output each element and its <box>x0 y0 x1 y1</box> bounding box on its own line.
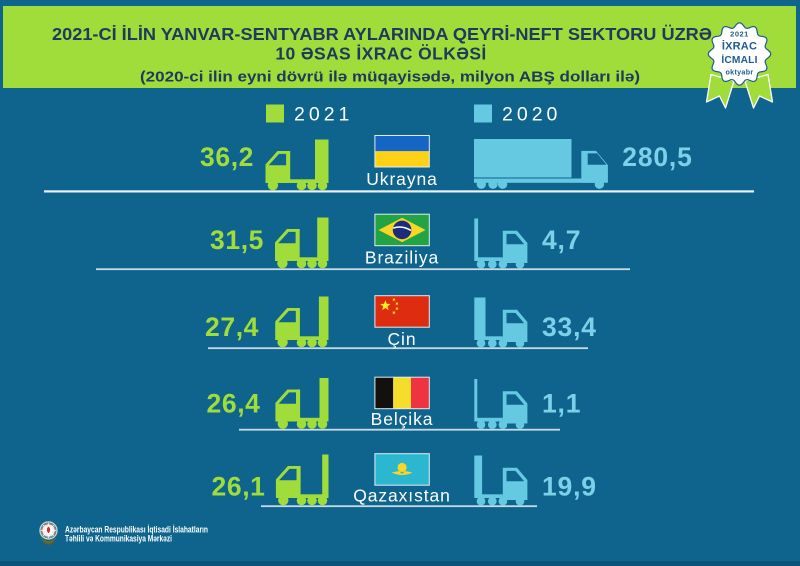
svg-text:2021: 2021 <box>294 104 353 126</box>
svg-text:4,7: 4,7 <box>542 225 581 255</box>
svg-text:26,4: 26,4 <box>207 388 261 418</box>
svg-text:280,5: 280,5 <box>622 142 692 172</box>
svg-text:10 ƏSAS İXRAC ÖLKƏSİ: 10 ƏSAS İXRAC ÖLKƏSİ <box>275 44 486 64</box>
svg-text:oktyabr: oktyabr <box>725 68 753 77</box>
svg-text:2021: 2021 <box>730 30 749 39</box>
svg-text:Belçika: Belçika <box>371 409 434 429</box>
svg-text:Azərbaycan Respublikası İqtisa: Azərbaycan Respublikası İqtisadi İslahat… <box>65 524 208 534</box>
svg-text:26,1: 26,1 <box>212 472 266 502</box>
svg-text:Qazaxıstan: Qazaxıstan <box>353 486 451 506</box>
svg-text:19,9: 19,9 <box>542 472 597 502</box>
svg-text:33,4: 33,4 <box>542 312 597 342</box>
svg-text:27,4: 27,4 <box>205 312 259 342</box>
svg-text:2020: 2020 <box>502 104 561 126</box>
svg-text:Ukrayna: Ukrayna <box>366 169 437 189</box>
svg-text:Təhlili və Kommunikasiya Mərkə: Təhlili və Kommunikasiya Mərkəzi <box>65 533 172 543</box>
svg-text:Çin: Çin <box>388 329 417 349</box>
svg-text:Braziliya: Braziliya <box>365 248 439 268</box>
svg-text:31,5: 31,5 <box>210 225 264 255</box>
svg-text:İCMALI: İCMALI <box>721 53 757 66</box>
svg-text:1,1: 1,1 <box>542 388 581 418</box>
svg-text:36,2: 36,2 <box>200 142 254 172</box>
svg-text:(2020-ci ilin eyni dövrü ilə m: (2020-ci ilin eyni dövrü ilə müqayisədə,… <box>140 70 640 86</box>
svg-text:İXRAC: İXRAC <box>722 40 757 53</box>
svg-text:2021-Cİ İLİN YANVAR-SENTYABR A: 2021-Cİ İLİN YANVAR-SENTYABR AYLARINDA Q… <box>52 24 712 44</box>
